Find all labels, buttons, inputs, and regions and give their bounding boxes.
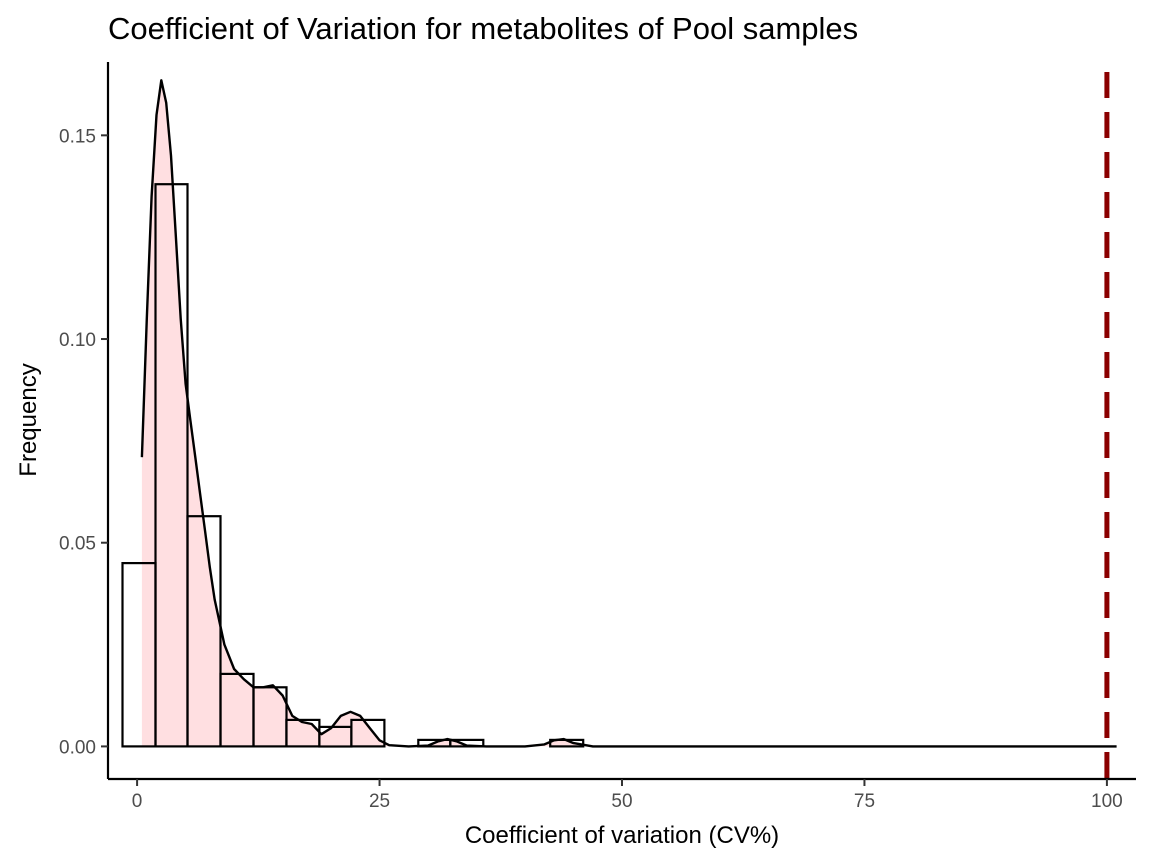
- x-tick-label-2: 50: [611, 791, 632, 812]
- y-tick-label-2: 0.10: [59, 330, 96, 351]
- density-curve: [140, 79, 1117, 748]
- x-tick-label-1: 25: [369, 791, 390, 812]
- plot-area: [121, 72, 1117, 779]
- axes: 0 25 50 75 100 0.00 0.05 0.10 0.15: [59, 62, 1136, 812]
- y-axis-title: Frequency: [15, 363, 42, 476]
- histogram-bar-1: [154, 183, 189, 748]
- y-tick-label-1: 0.05: [59, 534, 96, 555]
- y-tick-label-3: 0.15: [59, 126, 96, 147]
- x-tick-label-4: 100: [1091, 791, 1123, 812]
- histogram-bar-4: [252, 686, 288, 748]
- x-tick-label-0: 0: [132, 791, 143, 812]
- y-tick-label-0: 0.00: [59, 737, 96, 758]
- density-area: [141, 80, 1117, 747]
- x-axis-title: Coefficient of variation (CV%): [465, 822, 779, 849]
- chart-title: Coefficient of Variation for metabolites…: [108, 11, 858, 46]
- histogram-bar-7: [350, 718, 386, 748]
- x-tick-label-3: 75: [854, 791, 875, 812]
